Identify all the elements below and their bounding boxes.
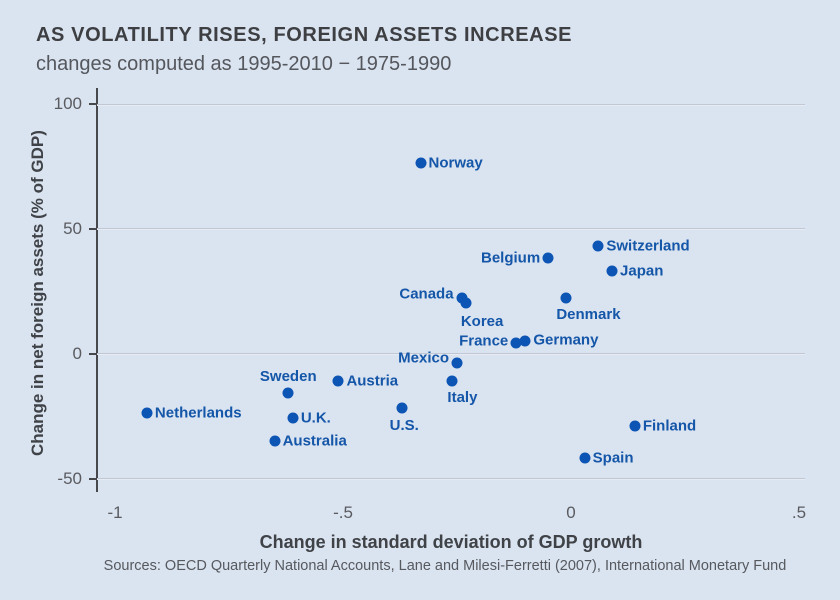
chart-title: AS VOLATILITY RISES, FOREIGN ASSETS INCR… (36, 24, 573, 46)
point-label-switzerland: Switzerland (606, 237, 690, 255)
data-point-u-s- (396, 402, 408, 414)
point-label-australia: Australia (282, 432, 347, 450)
point-label-korea: Korea (460, 313, 504, 331)
y-axis-title: Change in net foreign assets (% of GDP) (28, 130, 47, 457)
data-point-japan (606, 265, 618, 277)
data-point-switzerland (592, 240, 604, 252)
y-tick-label: -50 (57, 468, 82, 488)
point-label-canada: Canada (399, 285, 454, 303)
y-axis-line (96, 88, 98, 492)
y-tick-label: 100 (53, 94, 82, 113)
data-point-germany (519, 335, 531, 347)
chart-subtitle: changes computed as 1995-2010 − 1975-199… (36, 53, 452, 75)
point-label-u-s-: U.S. (389, 417, 419, 435)
x-tick-label: .5 (791, 503, 807, 522)
point-label-france: France (459, 332, 509, 350)
data-point-mexico (451, 357, 463, 369)
data-point-sweden (282, 387, 294, 399)
y-tick-mark (89, 227, 97, 230)
point-label-sweden: Sweden (259, 368, 317, 386)
gridline-y-100 (97, 103, 805, 106)
gridline-y-50 (97, 228, 805, 231)
gridline-y--50 (97, 478, 805, 480)
x-tick-label: -1 (107, 503, 123, 522)
y-tick-mark (89, 103, 97, 105)
point-label-italy: Italy (447, 388, 478, 406)
point-label-germany: Germany (533, 331, 599, 349)
x-axis-title: Change in standard deviation of GDP grow… (259, 532, 643, 552)
point-label-austria: Austria (346, 372, 399, 390)
data-point-belgium (542, 252, 554, 264)
data-point-austria (332, 375, 344, 387)
data-point-italy (446, 375, 458, 387)
point-label-u-k-: U.K. (300, 409, 331, 427)
data-point-netherlands (141, 407, 153, 419)
x-tick-label: -.5 (333, 503, 353, 522)
point-label-spain: Spain (592, 449, 634, 467)
plot-area: 100 50 0 -50 -1 -.5 0 .5 Norway Switzerland Belgiu… (54, 94, 806, 522)
point-label-belgium: Belgium (481, 249, 541, 267)
data-point-norway (415, 157, 427, 169)
point-label-finland: Finland (642, 417, 697, 435)
data-point-spain (579, 452, 591, 464)
data-point-u-k- (287, 412, 299, 424)
data-point-denmark (560, 292, 572, 304)
data-point-korea (460, 297, 472, 309)
sources-note: Sources: OECD Quarterly National Account… (103, 558, 787, 574)
point-label-netherlands: Netherlands (154, 404, 242, 422)
point-label-norway: Norway (428, 154, 483, 172)
y-tick-mark (89, 352, 97, 355)
data-point-france (510, 337, 522, 349)
data-point-finland (629, 420, 641, 432)
y-tick-label: 0 (72, 343, 82, 363)
point-label-mexico: Mexico (398, 349, 449, 367)
y-tick-label: 50 (63, 218, 82, 238)
point-label-denmark: Denmark (556, 306, 621, 324)
x-tick-label: 0 (566, 503, 576, 522)
point-label-japan: Japan (620, 262, 664, 280)
y-tick-mark (89, 477, 97, 480)
data-point-australia (269, 435, 281, 447)
gridline-y-0 (97, 353, 805, 356)
